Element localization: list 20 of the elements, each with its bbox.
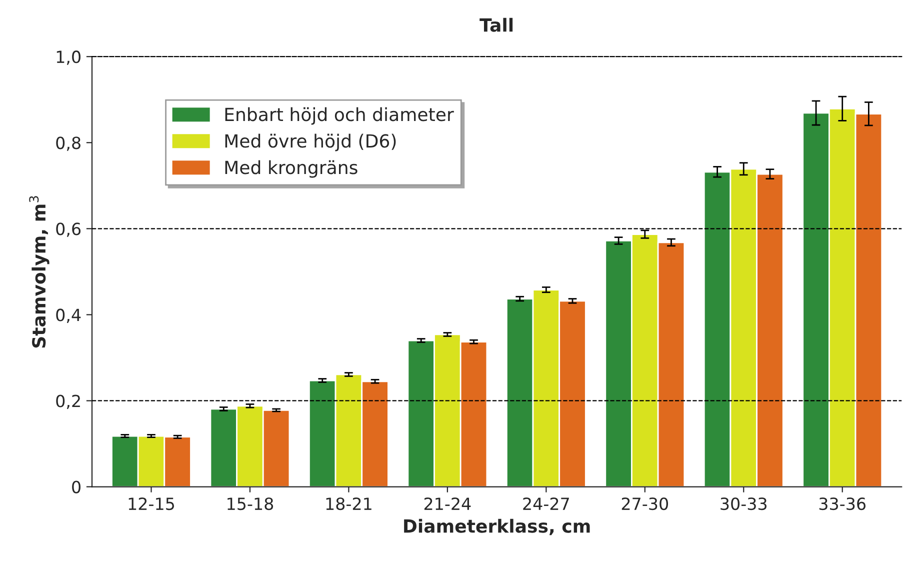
legend-label: Enbart höjd och diameter [225,107,454,125]
legend-label: Med krongräns [225,160,358,178]
y-tick-label: 1,0 [56,50,80,65]
legend-label: Med övre höjd (D6) [225,134,396,152]
x-tick-label: 30-33 [720,497,767,510]
y-tick-label: 0,8 [56,136,80,151]
y-tick-label: 0 [72,480,80,494]
chart-title: Tall [480,18,513,32]
y-tick-label: 0,4 [56,308,81,323]
y-axis-title: Stamvolym, m$^{3}$ [29,196,50,348]
x-tick-label: 15-18 [228,497,274,510]
x-tick-label: 18-21 [326,497,372,510]
x-tick-label: 27-30 [622,497,668,510]
x-tick-label: 33-36 [819,497,866,510]
y-tick-label: 0,6 [56,222,81,237]
x-tick-label: 12-15 [128,497,174,510]
y-tick-label: 0,2 [56,394,80,409]
x-axis-title: Diameterklass, cm [404,518,590,536]
x-tick-label: 21-24 [424,497,471,510]
x-tick-label: 24-27 [523,497,569,510]
